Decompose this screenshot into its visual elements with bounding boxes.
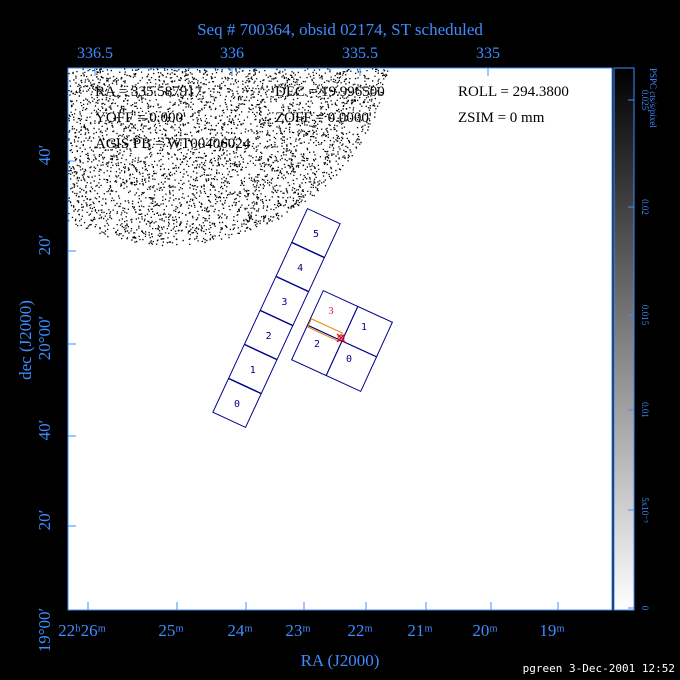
colorbar-label: PSPC cts/s/pixel — [648, 68, 658, 128]
bottom-tick-label: 19ᵐ — [539, 621, 564, 640]
top-tick-label: 336.5 — [77, 45, 113, 62]
fov: 0 1 2 3 4 5 0 1 2 3 — [212, 207, 394, 429]
bottom-tick-label: 25ᵐ — [158, 621, 183, 640]
colorbar-tick-label: 0.01 — [640, 402, 650, 418]
info-text: ZOFF = 0.0000' — [275, 110, 372, 126]
info-text: RA = 335.587917 — [95, 84, 203, 100]
footer: pgreen 3-Dec-2001 12:52 — [523, 662, 675, 675]
colorbar-tick-label: 0.02 — [640, 199, 650, 215]
colorbar-tick-label: 0 — [640, 606, 650, 611]
bottom-tick-label: 23ᵐ — [285, 621, 310, 640]
chip-label: 4 — [297, 263, 303, 274]
aimpoint — [336, 333, 346, 343]
ccd-chip — [291, 207, 341, 259]
bottom-tick-label: 22ʰ26ᵐ — [58, 621, 106, 640]
ccd-chip — [306, 289, 359, 342]
top-tick-label: 335.5 — [342, 45, 378, 62]
left-tick-label: 20°00′ — [35, 316, 54, 361]
info-text: ZSIM = 0 mm — [458, 110, 545, 126]
info-text: ROLL = 294.3800 — [458, 84, 569, 100]
chip-label: 2 — [314, 339, 320, 350]
bottom-tick-label: 20ᵐ — [472, 621, 497, 640]
left-tick-label: 40′ — [35, 145, 54, 166]
top-tick-label: 335 — [476, 45, 500, 62]
chip-label: 1 — [250, 365, 256, 376]
chip-label: 1 — [361, 322, 367, 333]
chip-label: 3 — [329, 306, 334, 317]
colorbar-tick-label: 0.025 — [640, 90, 650, 111]
colorbar-tick-label: 5x10⁻³ — [640, 497, 650, 523]
y-axis-label: dec (J2000) — [16, 300, 35, 380]
bottom-tick-label: 24ᵐ — [227, 621, 252, 640]
left-tick-label: 20′ — [35, 510, 54, 531]
colorbar-tick-label: 0.015 — [640, 305, 650, 326]
bottom-tick-label: 21ᵐ — [407, 621, 432, 640]
left-tick-label: 19°00′ — [35, 608, 54, 653]
chip-label: 3 — [281, 297, 287, 308]
top-tick-label: 336 — [220, 45, 244, 62]
left-tick-label: 20′ — [35, 235, 54, 256]
x-axis-label: RA (J2000) — [301, 651, 380, 670]
bottom-tick-label: 22ᵐ — [347, 621, 372, 640]
left-tick-label: 40′ — [35, 420, 54, 441]
aimpoint-circle — [337, 334, 345, 342]
chip-label: 2 — [266, 331, 272, 342]
info-text: YOFF = 0.000' — [95, 110, 186, 126]
background-noise — [68, 68, 389, 247]
info-text: ACIS PB = WT00406024 — [95, 136, 251, 152]
chip-label: 0 — [234, 399, 240, 410]
plot-frame — [67, 67, 613, 611]
title: Seq # 700364, obsid 02174, ST scheduled — [197, 20, 483, 39]
colorbar — [613, 67, 635, 611]
info-text: DEC = 19.996500 — [275, 84, 385, 100]
chip-label: 5 — [313, 229, 319, 240]
chip-label: 0 — [346, 354, 352, 365]
